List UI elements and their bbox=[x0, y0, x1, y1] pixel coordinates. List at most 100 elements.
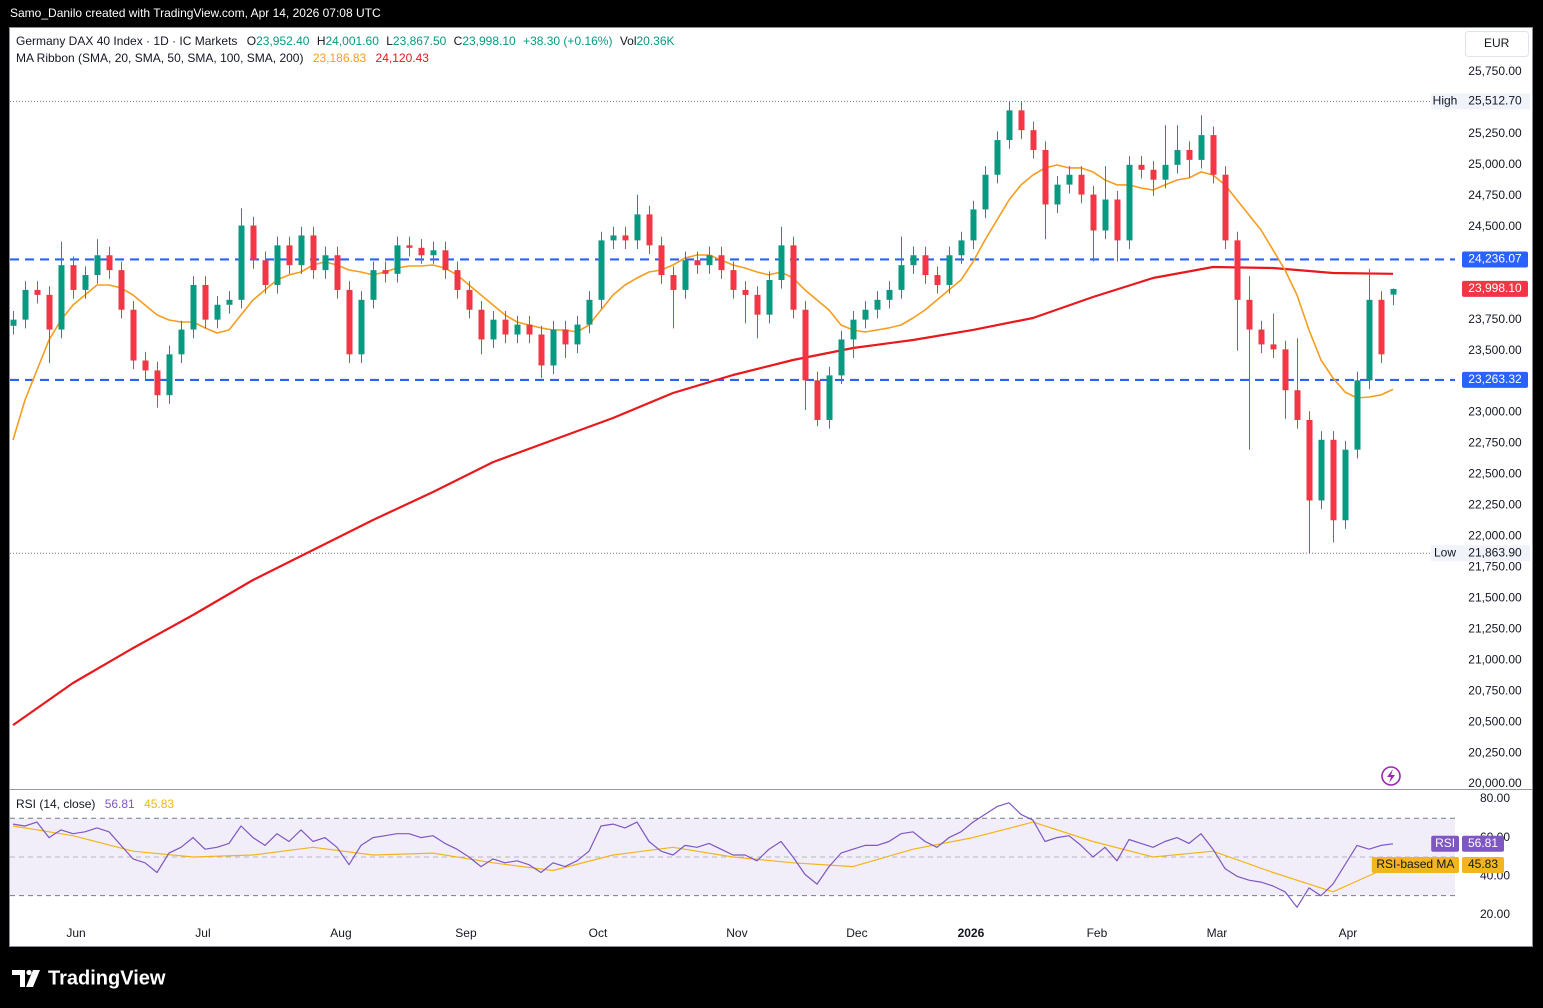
rsi-value: 56.81 bbox=[105, 797, 135, 811]
candle-body bbox=[934, 275, 941, 285]
candle-body bbox=[1066, 174, 1073, 185]
candle-body bbox=[538, 334, 545, 366]
candle-body bbox=[358, 299, 365, 355]
candle-body bbox=[394, 245, 401, 274]
indicator-title: MA Ribbon (SMA, 20, SMA, 50, SMA, 100, S… bbox=[16, 51, 303, 65]
y-tick-label: 21,750.00 bbox=[1468, 559, 1522, 573]
candle-body bbox=[850, 319, 857, 340]
candle-body bbox=[1006, 110, 1013, 141]
y-tick-label: 20,750.00 bbox=[1468, 683, 1522, 697]
candle-body bbox=[874, 299, 881, 310]
candle-body bbox=[622, 235, 629, 241]
candle-body bbox=[154, 370, 161, 396]
candle-body bbox=[286, 245, 293, 266]
extreme-value: 25,512.70 bbox=[1468, 94, 1522, 108]
line bbox=[12, 802, 1394, 908]
candle-body bbox=[334, 255, 341, 290]
series-name-tag bbox=[1371, 857, 1459, 874]
candle-body bbox=[1306, 419, 1313, 501]
candle-body bbox=[130, 309, 137, 361]
legend-indicator: MA Ribbon (SMA, 20, SMA, 50, SMA, 100, S… bbox=[16, 51, 429, 65]
candle-body bbox=[946, 255, 953, 285]
candle-body bbox=[1078, 174, 1085, 195]
x-tick-label: Jul bbox=[195, 926, 210, 940]
extreme-value: 21,863.90 bbox=[1468, 545, 1522, 559]
candle-body bbox=[442, 250, 449, 271]
candle-body bbox=[1390, 288, 1397, 295]
candle-body bbox=[1018, 110, 1025, 131]
candle-body bbox=[1210, 135, 1217, 175]
candle-body bbox=[1270, 344, 1277, 350]
candle-body bbox=[22, 289, 29, 320]
candle-body bbox=[490, 319, 497, 340]
credit: Samo_Danilo created with TradingView.com… bbox=[10, 6, 381, 20]
y-tick-label: 23,000.00 bbox=[1468, 405, 1522, 419]
y-tick-label: 22,000.00 bbox=[1468, 529, 1522, 543]
candle-body bbox=[1366, 299, 1373, 381]
candle-body bbox=[406, 245, 413, 248]
currency-button[interactable] bbox=[1465, 31, 1529, 57]
x-tick-label: Jun bbox=[66, 926, 85, 940]
candle-body bbox=[1102, 199, 1109, 231]
level-label: 24,236.07 bbox=[1468, 252, 1522, 266]
candle-body bbox=[46, 294, 53, 330]
x-tick-label: Oct bbox=[589, 926, 608, 940]
candle-body bbox=[418, 247, 425, 256]
x-tick-label: Feb bbox=[1087, 926, 1108, 940]
x-tick-label: 2026 bbox=[958, 926, 985, 940]
candle-body bbox=[766, 280, 773, 315]
quote-label: L bbox=[386, 34, 393, 48]
candle-body bbox=[562, 329, 569, 345]
candle-body bbox=[718, 255, 725, 271]
footer-logo bbox=[12, 969, 40, 987]
candle-body bbox=[982, 174, 989, 210]
candle-body bbox=[682, 260, 689, 290]
level-label: 23,263.32 bbox=[1468, 372, 1522, 386]
candle-body bbox=[1246, 299, 1253, 330]
candle-body bbox=[1342, 449, 1349, 521]
candle-body bbox=[1318, 439, 1325, 501]
candle-body bbox=[370, 270, 377, 300]
candle-body bbox=[586, 299, 593, 325]
candle-body bbox=[1114, 199, 1121, 241]
candle-body bbox=[658, 245, 665, 276]
quote-value: 24,001.60 bbox=[326, 34, 380, 48]
candle-body bbox=[346, 289, 353, 355]
series-name: RSI bbox=[1435, 836, 1455, 850]
candle-body bbox=[1378, 299, 1385, 355]
ma-value: 23,186.83 bbox=[313, 51, 367, 65]
candle-body bbox=[838, 339, 845, 376]
x-tick-label: Aug bbox=[330, 926, 351, 940]
candle-body bbox=[706, 255, 713, 266]
candle-body bbox=[178, 329, 185, 355]
candle-body bbox=[142, 360, 149, 371]
candle-body bbox=[298, 235, 305, 266]
quote-label: C bbox=[454, 34, 463, 48]
y-tick-label: 24,750.00 bbox=[1468, 188, 1522, 202]
candle-body bbox=[1162, 164, 1169, 180]
y-tick-label: 20,500.00 bbox=[1468, 714, 1522, 728]
candle-body bbox=[118, 270, 125, 310]
candle-body bbox=[610, 235, 617, 241]
price-pane bbox=[10, 100, 1455, 727]
candle-body bbox=[778, 245, 785, 281]
candle-body bbox=[502, 319, 509, 335]
candle-body bbox=[1150, 169, 1157, 180]
candle-body bbox=[58, 265, 65, 330]
y-tick-label: 20,250.00 bbox=[1468, 745, 1522, 759]
y-tick-label: 20,000.00 bbox=[1468, 776, 1522, 790]
y-tick-label: 22,500.00 bbox=[1468, 467, 1522, 481]
candle-body bbox=[790, 245, 797, 310]
symbol-title: Germany DAX 40 Index · 1D · IC Markets bbox=[16, 34, 237, 48]
quote-label: H bbox=[317, 34, 326, 48]
level-tag bbox=[1462, 251, 1528, 268]
extreme-name: High bbox=[1433, 94, 1458, 108]
quote-label: Vol bbox=[620, 34, 637, 48]
candle-body bbox=[1138, 164, 1145, 170]
candle-body bbox=[826, 375, 833, 420]
rsi-title: RSI (14, close) bbox=[16, 797, 95, 811]
candle-body bbox=[526, 324, 533, 335]
y-tick-label: 25,750.00 bbox=[1468, 64, 1522, 78]
quote-value: 23,998.10 bbox=[462, 34, 516, 48]
